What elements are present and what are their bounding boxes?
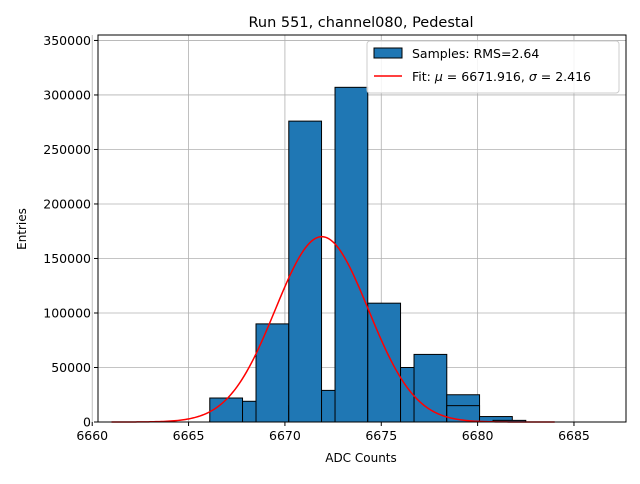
legend-fit-mu-value: = 6671.916, [447, 69, 525, 84]
plot-frame [97, 34, 627, 423]
histogram-bars [209, 86, 527, 423]
y-tick-label: 150000 [43, 251, 91, 266]
legend-samples-label: Samples: RMS=2.64 [412, 46, 539, 61]
histogram-bar-8 [334, 86, 369, 423]
legend-samples-swatch [373, 47, 403, 59]
y-axis-ticks: 0 50000 100000 150000 200000 250000 300000 3500… [43, 33, 98, 430]
legend-fit-sigma-value: = 2.416 [541, 69, 591, 84]
y-tick-label: 250000 [43, 142, 91, 157]
legend-fit-label: Fit: μ = 6671.916, σ = 2.416 [412, 69, 591, 84]
legend-fit-sigma-symbol: σ [529, 69, 538, 84]
legend: Samples: RMS=2.64 Fit: μ = 6671.916, σ =… [366, 40, 620, 94]
x-tick-label: 6660 [76, 428, 108, 443]
y-tick-label: 0 [83, 415, 91, 430]
x-tick-label: 6680 [462, 428, 494, 443]
legend-fit-mu-symbol: μ [434, 69, 443, 84]
y-tick-label: 100000 [43, 305, 91, 320]
gaussian-fit-curve [111, 235, 555, 423]
x-tick-label: 6670 [269, 428, 301, 443]
y-tick-label: 50000 [51, 360, 91, 375]
x-axis-ticks: 6660 6665 6670 6675 6680 6685 [76, 422, 590, 443]
y-tick-label: 200000 [43, 196, 91, 211]
y-axis-label: Entries [15, 208, 29, 250]
histogram-bar-12 [413, 353, 448, 423]
fit-layer [111, 235, 555, 423]
chart-title: Run 551, channel080, Pedestal [248, 15, 473, 31]
x-tick-label: 6665 [173, 428, 205, 443]
x-tick-label: 6675 [365, 428, 397, 443]
histogram-bar-6 [288, 120, 323, 423]
legend-fit-prefix: Fit: [412, 69, 431, 84]
histogram-bar-2 [209, 397, 244, 423]
histogram-bar-4 [255, 323, 290, 423]
y-tick-label: 300000 [43, 87, 91, 102]
y-tick-label: 350000 [43, 33, 91, 48]
legend-box [366, 40, 620, 94]
x-axis-label: ADC Counts [325, 451, 397, 465]
x-tick-label: 6685 [558, 428, 590, 443]
